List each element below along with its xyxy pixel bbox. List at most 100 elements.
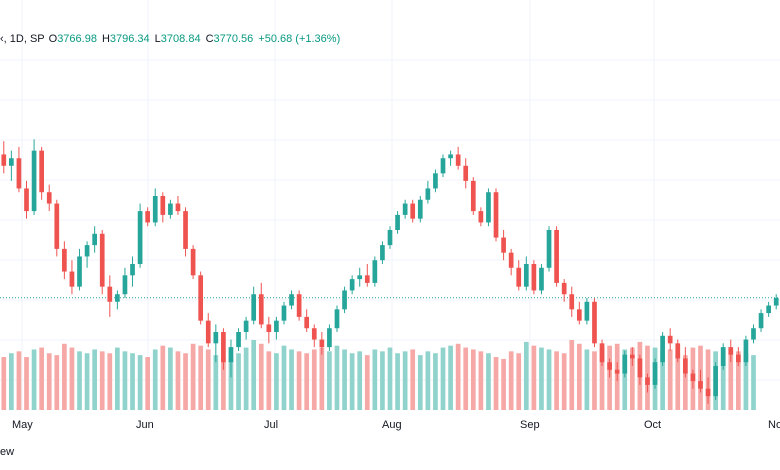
volume-bar (554, 351, 559, 410)
volume-bar (539, 347, 544, 410)
volume-bar (122, 351, 128, 410)
candle-body (190, 248, 196, 276)
volume-bar (667, 349, 673, 410)
volume-bar (592, 351, 597, 410)
candle-body (115, 294, 120, 302)
footer-text[interactable]: ew (0, 446, 15, 458)
candle-body (501, 237, 506, 253)
candle-body (455, 154, 461, 166)
volume-bar (569, 340, 575, 410)
volume-bar (425, 351, 431, 410)
candle-body (614, 369, 620, 374)
volume-bar (410, 349, 416, 410)
x-tick-label: May (12, 419, 33, 431)
candle-body (349, 279, 355, 291)
candle-body (304, 316, 310, 329)
volume-bar (9, 353, 14, 410)
candle-body (433, 173, 438, 189)
volume-bar (357, 351, 363, 410)
candle-body (584, 301, 590, 321)
volume-bar (395, 353, 400, 410)
candle-body (713, 366, 718, 397)
candle-body (569, 294, 575, 310)
candle-body (546, 230, 552, 268)
candle-body (675, 343, 681, 359)
candle-body (607, 362, 612, 370)
candle-body (667, 335, 673, 344)
candle-body (410, 203, 416, 219)
x-tick-label: Oct (644, 419, 661, 431)
legend-change: +50.68 (+1.36%) (258, 33, 341, 45)
candle-body (334, 309, 340, 329)
candle-body (599, 343, 605, 363)
candle-body (417, 199, 423, 219)
candle-body (554, 230, 559, 283)
candle-body (736, 354, 741, 363)
volume-bar (508, 351, 514, 410)
candle-body (493, 192, 499, 238)
legend-close-key: C (205, 33, 214, 45)
candle-body (69, 271, 75, 287)
volume-bar (289, 349, 294, 410)
legend-symbol: ‹, 1D, SP (0, 33, 45, 45)
candle-body (62, 248, 67, 272)
volume-bar (160, 345, 166, 410)
volume-bar (576, 343, 582, 410)
candle-body (16, 158, 22, 189)
candle-body (274, 320, 279, 332)
candle-body (463, 165, 469, 181)
volume-bar (24, 357, 29, 410)
volume-bar (736, 351, 741, 410)
candle-body (228, 347, 234, 363)
chart-grid (0, 0, 780, 410)
volume-bar (190, 343, 196, 410)
candle-body (773, 298, 779, 306)
candle-body (99, 233, 105, 287)
legend-high: 3796.34 (109, 33, 150, 45)
volume-bar (266, 351, 272, 410)
candle-body (258, 294, 264, 325)
candle-body (243, 320, 249, 332)
candle-body (758, 313, 764, 329)
candle-body (372, 260, 378, 283)
candle-body (531, 264, 537, 291)
candle-body (311, 328, 317, 340)
candle-body (39, 150, 44, 193)
volume-bar (46, 353, 52, 410)
volume-bar (327, 351, 332, 410)
volume-bar (720, 347, 726, 410)
candle-body (592, 301, 597, 344)
volume-bar (478, 351, 484, 410)
candle-body (720, 347, 726, 366)
candle-body (24, 188, 29, 212)
volume-bar (54, 355, 60, 410)
volume-bar (107, 353, 113, 410)
volume-bar (236, 353, 241, 410)
candle-body (46, 192, 52, 204)
volume-bar (84, 353, 90, 410)
candle-body (236, 332, 241, 348)
candle-body (539, 267, 544, 291)
volume-bar (629, 347, 635, 410)
volume-bar (251, 340, 257, 410)
candle-body (145, 211, 151, 223)
candle-body (395, 214, 400, 230)
candlesticks (1, 139, 779, 404)
candle-body (152, 196, 158, 223)
candle-body (122, 275, 128, 295)
volume-bar (372, 349, 378, 410)
candle-body (1, 154, 7, 166)
volume-bar (145, 357, 151, 410)
candle-body (682, 358, 688, 374)
volume-bar (682, 355, 688, 410)
volume-bar (728, 349, 734, 410)
legend-open: 3766.98 (57, 33, 97, 45)
volume-bar (213, 355, 219, 410)
volume-bar (137, 355, 143, 410)
candle-body (130, 264, 135, 276)
candle-body (175, 203, 181, 212)
candle-body (266, 324, 272, 332)
volume-bar (69, 347, 75, 410)
volume-bar (130, 353, 135, 410)
